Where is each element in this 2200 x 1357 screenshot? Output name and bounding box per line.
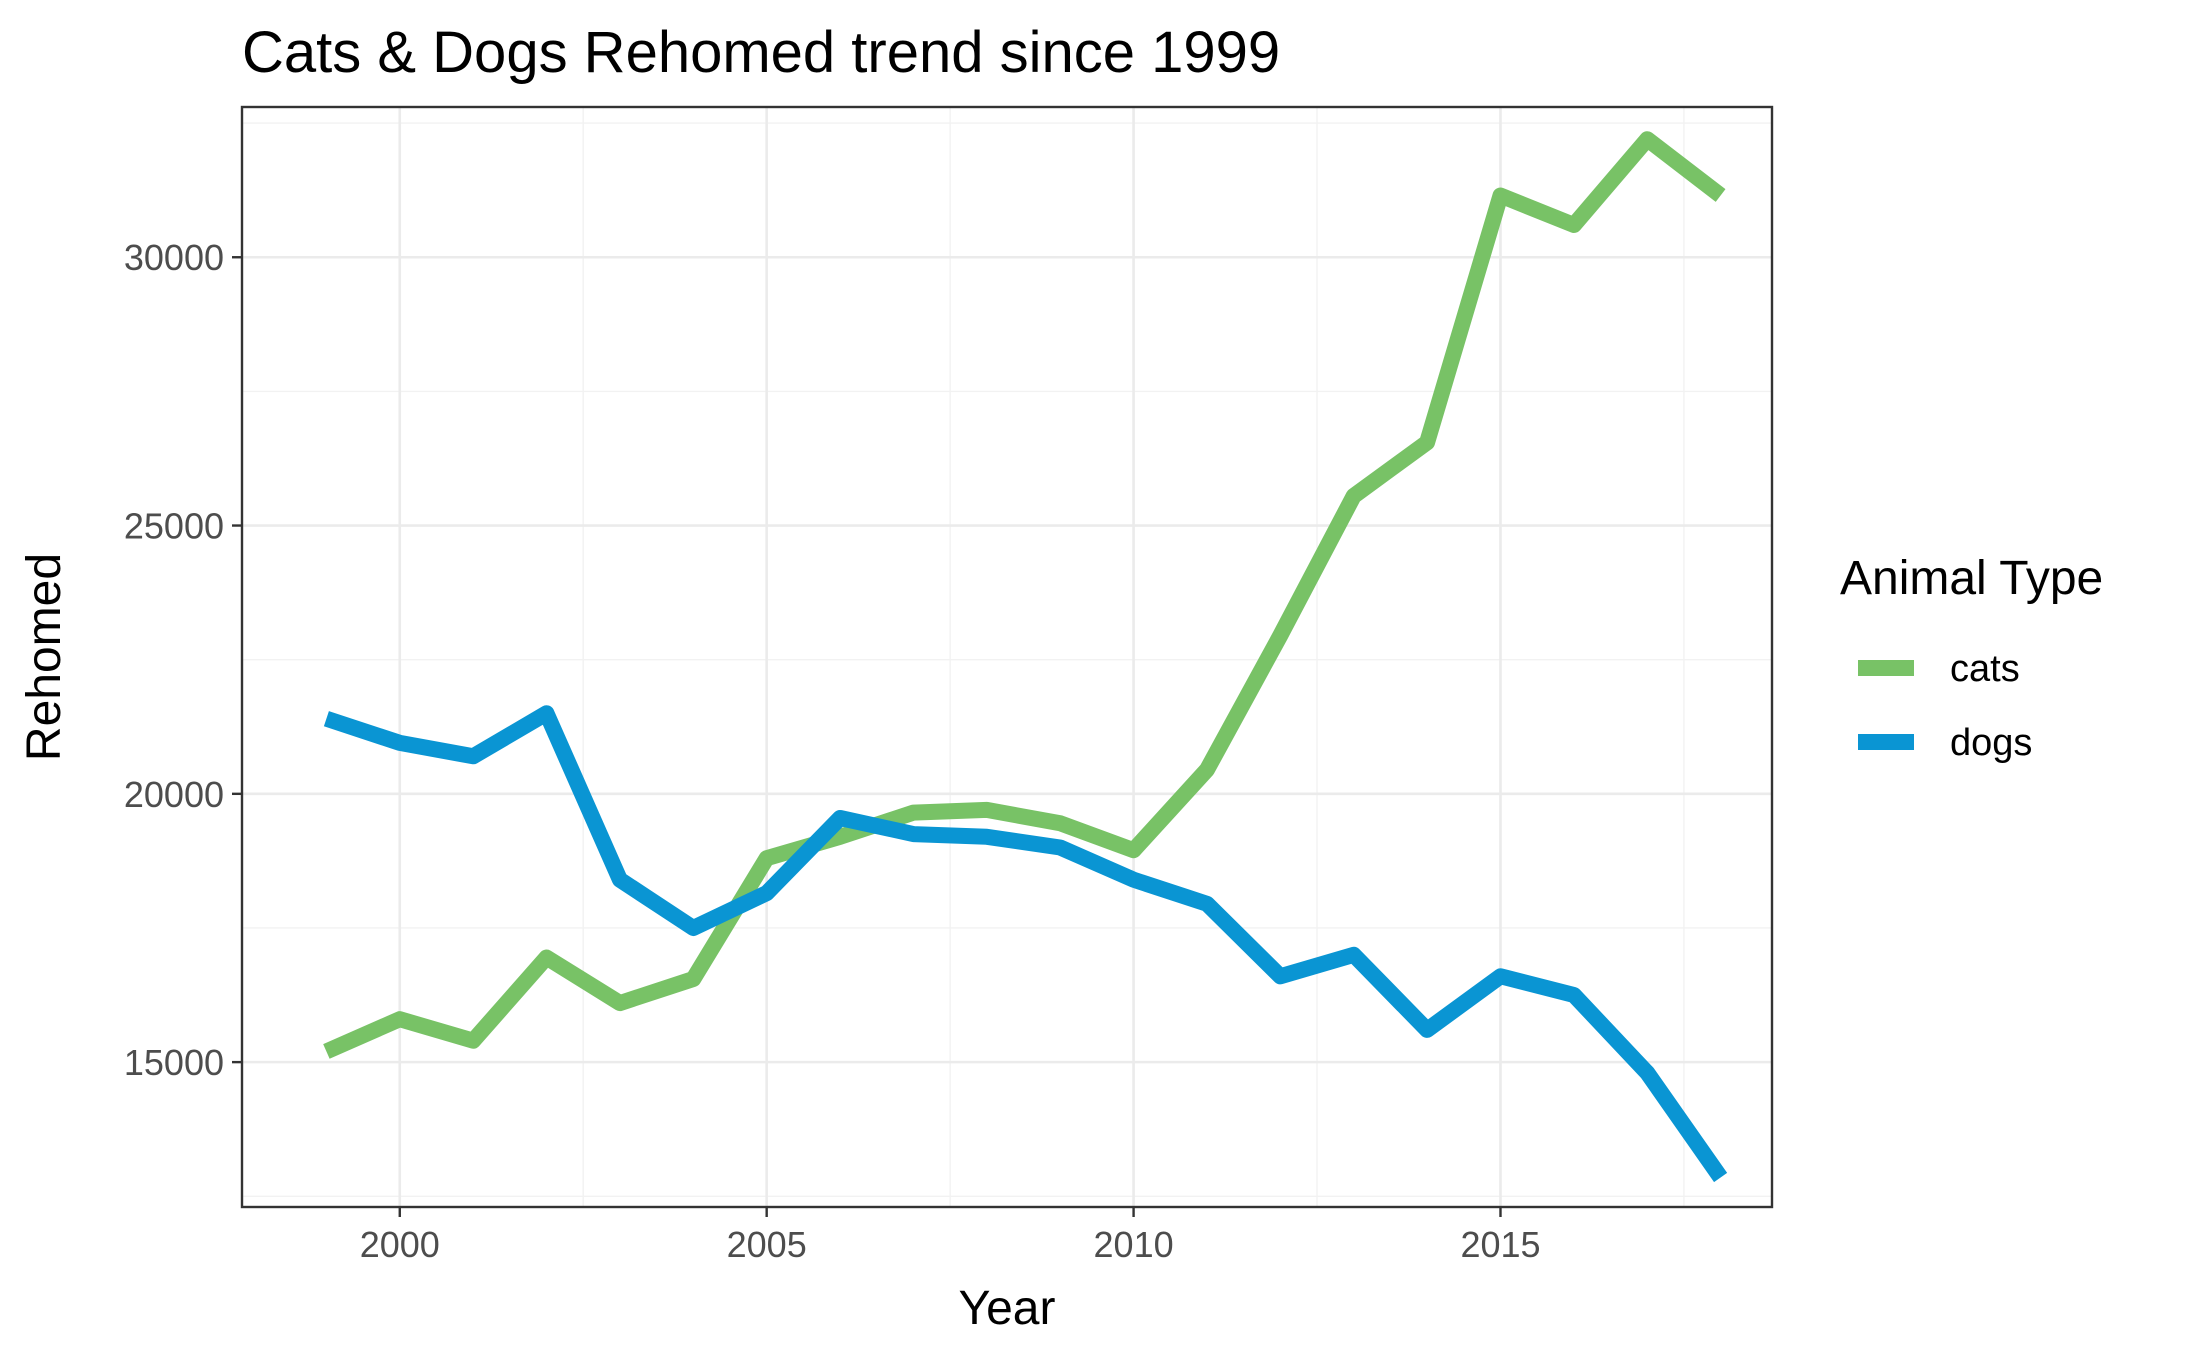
y-tick-label: 30000 [124,237,224,278]
x-tick-label: 2010 [1094,1224,1174,1265]
y-axis-ticks: 15000 20000 25000 30000 [124,237,242,1083]
chart-title: Cats & Dogs Rehomed trend since 1999 [242,20,1280,85]
x-tick-label: 2015 [1460,1224,1540,1265]
legend-label-dogs: dogs [1950,722,2032,764]
y-tick-label: 25000 [124,506,224,547]
series-line-cats [323,131,1726,1059]
x-axis-title: Year [959,1282,1056,1335]
y-tick-label: 15000 [124,1042,224,1083]
legend-label-cats: cats [1950,648,2020,690]
x-tick-label: 2000 [360,1224,440,1265]
y-axis-title: Rehomed [18,553,71,761]
x-tick-label: 2005 [727,1224,807,1265]
panel-border [240,105,1774,1209]
series-line-dogs [323,705,1728,1183]
y-tick-label: 20000 [124,774,224,815]
grid-lines [242,107,1772,1207]
legend-title: Animal Type [1840,552,2103,605]
legend: Animal Type cats dogs [1840,552,2103,764]
series-lines [323,131,1728,1183]
x-axis-ticks: 2000 2005 2010 2015 [360,1207,1541,1265]
